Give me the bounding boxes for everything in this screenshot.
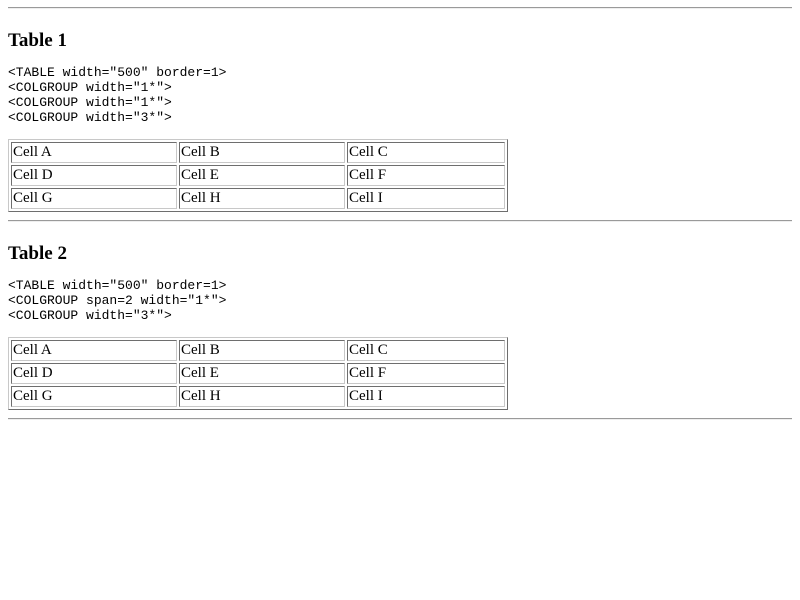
code-line: <COLGROUP width="1*"> (8, 80, 172, 95)
table-cell: Cell D (11, 165, 177, 186)
table-row: Cell D Cell E Cell F (11, 363, 505, 384)
table-row: Cell A Cell B Cell C (11, 340, 505, 361)
table-cell: Cell E (179, 363, 345, 384)
table-cell: Cell F (347, 165, 505, 186)
table-cell: Cell C (347, 340, 505, 361)
table-cell: Cell B (179, 142, 345, 163)
table2-code: <TABLE width="500" border=1> <COLGROUP sp… (8, 278, 792, 323)
document: Table 1 <TABLE width="500" border=1> <COL… (8, 0, 792, 420)
table-cell: Cell G (11, 188, 177, 209)
table-cell: Cell I (347, 188, 505, 209)
table-cell: Cell B (179, 340, 345, 361)
table-cell: Cell H (179, 386, 345, 407)
table-row: Cell G Cell H Cell I (11, 188, 505, 209)
table-row: Cell D Cell E Cell F (11, 165, 505, 186)
table2: Cell A Cell B Cell C Cell D Cell E Cell … (8, 337, 508, 410)
table2-heading: Table 2 (8, 243, 67, 264)
code-line: <TABLE width="500" border=1> (8, 65, 227, 80)
table-cell: Cell A (11, 340, 177, 361)
table-cell: Cell G (11, 386, 177, 407)
code-line: <COLGROUP width="3*"> (8, 308, 172, 323)
table-cell: Cell H (179, 188, 345, 209)
table-cell: Cell C (347, 142, 505, 163)
table1-heading: Table 1 (8, 30, 67, 51)
table-cell: Cell D (11, 363, 177, 384)
table-cell: Cell I (347, 386, 505, 407)
code-line: <TABLE width="500" border=1> (8, 278, 227, 293)
table1: Cell A Cell B Cell C Cell D Cell E Cell … (8, 139, 508, 212)
horizontal-rule (8, 220, 792, 222)
horizontal-rule (8, 7, 792, 9)
table-row: Cell A Cell B Cell C (11, 142, 505, 163)
table-cell: Cell A (11, 142, 177, 163)
code-line: <COLGROUP width="3*"> (8, 110, 172, 125)
table1-code: <TABLE width="500" border=1> <COLGROUP wi… (8, 65, 792, 125)
table-row: Cell G Cell H Cell I (11, 386, 505, 407)
table-cell: Cell F (347, 363, 505, 384)
code-line: <COLGROUP width="1*"> (8, 95, 172, 110)
code-line: <COLGROUP span=2 width="1*"> (8, 293, 227, 308)
horizontal-rule (8, 418, 792, 420)
table-cell: Cell E (179, 165, 345, 186)
